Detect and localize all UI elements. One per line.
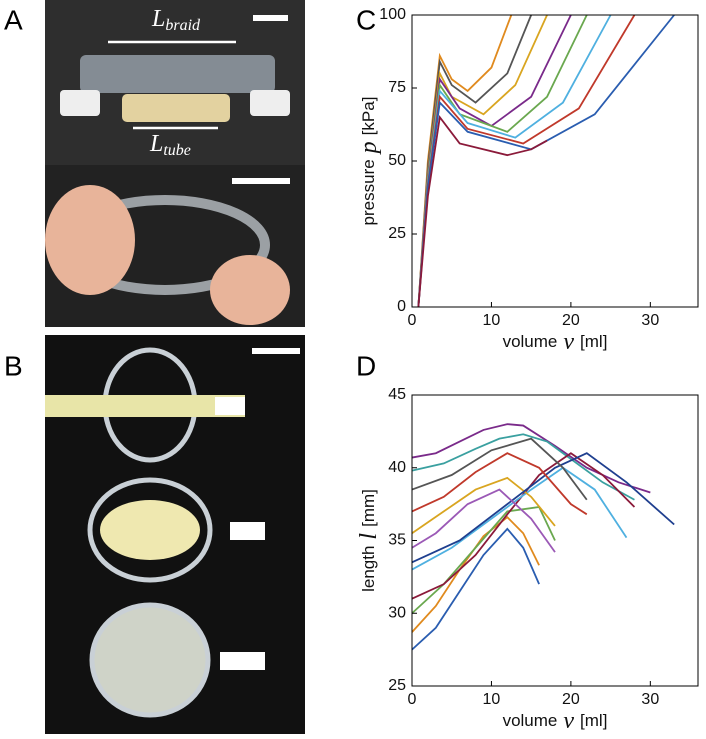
data-line	[417, 14, 612, 308]
data-line	[417, 14, 533, 308]
y-axis-label: length l [mm]	[356, 489, 382, 592]
x-tick-label: 10	[483, 312, 501, 329]
data-line	[411, 466, 628, 571]
y-tick-label: 25	[388, 225, 406, 242]
y-tick-label: 50	[388, 152, 406, 169]
data-line	[411, 516, 540, 633]
x-axis-label: volume v [ml]	[503, 329, 608, 355]
axis-label-text: pressure	[359, 159, 378, 225]
connector-photo	[230, 522, 265, 540]
axis-label-variable: l	[356, 533, 382, 540]
data-line	[411, 527, 540, 651]
x-tick-label: 0	[408, 691, 417, 708]
panel-label: B	[4, 350, 23, 381]
data-line	[411, 423, 651, 494]
x-tick-label: 10	[483, 691, 501, 708]
y-tick-label: 40	[388, 459, 406, 476]
plot-frame	[411, 14, 699, 308]
finger-photo	[45, 185, 135, 295]
data-line	[411, 506, 556, 614]
x-axis-label: volume v [ml]	[503, 708, 608, 734]
axis-label-text: length	[359, 546, 378, 592]
y-tick-label: 30	[388, 604, 406, 621]
connector-photo	[60, 90, 100, 116]
data-line	[417, 14, 588, 308]
y-tick-label: 100	[379, 6, 406, 23]
x-tick-label: 20	[562, 691, 580, 708]
axis-label-variable: p	[356, 141, 382, 155]
x-tick-label: 30	[641, 691, 659, 708]
axis-label-text: volume	[503, 711, 558, 730]
scale-bar	[252, 348, 300, 354]
actuator-photo	[45, 347, 245, 718]
braid-photo	[80, 55, 275, 93]
x-tick-label: 0	[408, 312, 417, 329]
axis-label-unit: [ml]	[580, 711, 607, 730]
data-line	[411, 452, 636, 600]
data-line	[417, 14, 548, 308]
data-line	[411, 452, 588, 516]
data-line	[417, 14, 675, 308]
axis-label-variable: v	[563, 329, 574, 355]
connector-photo	[215, 397, 245, 415]
tube-label: Ltube	[149, 131, 191, 159]
axis-label-unit: [mm]	[359, 489, 378, 527]
axis-label-variable: v	[563, 708, 574, 734]
axis-label-unit: [ml]	[580, 332, 607, 351]
data-line	[411, 476, 556, 534]
x-tick-label: 20	[562, 312, 580, 329]
finger-photo	[210, 255, 290, 325]
y-axis-label: pressure p [kPa]	[356, 97, 382, 226]
connector-photo	[220, 652, 265, 670]
data-line	[411, 488, 556, 553]
panel-label: D	[356, 350, 376, 381]
scale-bar	[232, 178, 290, 184]
data-line	[411, 433, 635, 501]
tube-photo	[122, 94, 230, 122]
scale-bar	[253, 15, 288, 21]
axis-label-text: volume	[503, 332, 558, 351]
connector-photo	[250, 90, 290, 116]
y-tick-label: 0	[397, 298, 406, 315]
panel-label: A	[4, 4, 23, 35]
data-line	[411, 437, 588, 501]
axis-label-unit: [kPa]	[359, 97, 378, 136]
x-tick-label: 30	[641, 312, 659, 329]
panel-label: C	[356, 4, 376, 35]
braid-label: Lbraid	[151, 6, 201, 34]
data-line	[417, 114, 548, 308]
y-tick-label: 45	[388, 386, 406, 403]
y-tick-label: 35	[388, 532, 406, 549]
y-tick-label: 75	[388, 79, 406, 96]
y-tick-label: 25	[388, 677, 406, 694]
data-line	[411, 452, 675, 564]
